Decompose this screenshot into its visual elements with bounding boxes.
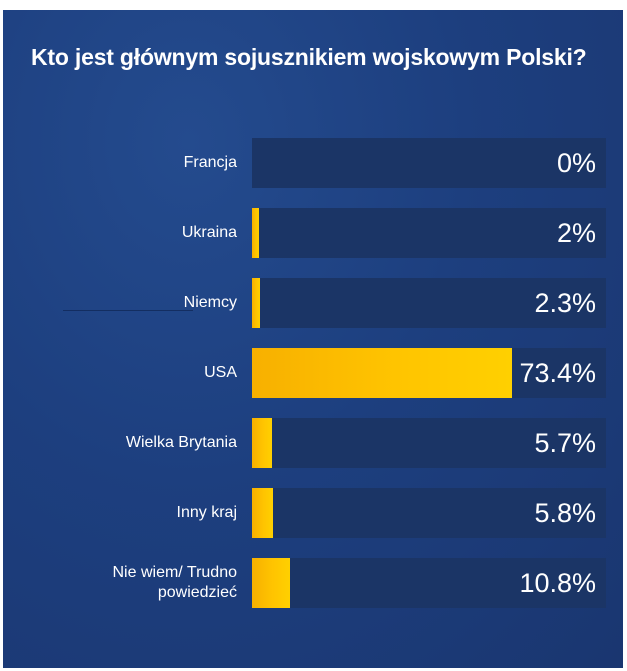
chart-title: Kto jest głównym sojusznikiem wojskowym … xyxy=(31,44,587,70)
bar-row: Niemcy 2.3% xyxy=(3,278,623,328)
category-label: Nie wiem/ Trudno powiedzieć xyxy=(112,564,238,601)
bar-row: USA 73.4% xyxy=(3,348,623,398)
bar-track: 73.4% xyxy=(252,348,606,398)
category-label: USA xyxy=(204,364,237,381)
bar xyxy=(252,488,273,538)
bar-row: Wielka Brytania 5.7% xyxy=(3,418,623,468)
bar-track: 5.7% xyxy=(252,418,606,468)
bar-row: Inny kraj 5.8% xyxy=(3,488,623,538)
bar xyxy=(252,418,273,468)
bar xyxy=(252,558,291,608)
data-label: 73.4% xyxy=(519,357,596,388)
poll-chart: Kto jest głównym sojusznikiem wojskowym … xyxy=(3,10,623,668)
bar xyxy=(252,278,261,328)
data-label: 5.7% xyxy=(534,427,596,458)
data-label: 2.3% xyxy=(534,287,596,318)
bar-track: 2% xyxy=(252,208,606,258)
data-label: 0% xyxy=(556,147,596,178)
bar xyxy=(252,348,512,398)
data-label: 10.8% xyxy=(519,567,596,598)
category-label: Ukraina xyxy=(181,224,237,241)
data-label: 5.8% xyxy=(534,497,596,528)
category-label: Francja xyxy=(183,154,237,171)
bar-track: 0% xyxy=(252,138,606,188)
bar-track: 2.3% xyxy=(252,278,606,328)
bar-row: Ukraina 2% xyxy=(3,208,623,258)
decorative-line xyxy=(63,310,193,311)
data-label: 2% xyxy=(556,217,596,248)
bar xyxy=(252,208,260,258)
category-label: Inny kraj xyxy=(176,504,237,521)
category-label: Niemcy xyxy=(183,294,237,311)
bar-track: 10.8% xyxy=(252,558,606,608)
bar-row: Nie wiem/ Trudno powiedzieć 10.8% xyxy=(3,558,623,608)
category-label: Wielka Brytania xyxy=(125,434,237,451)
bar-row: Francja 0% xyxy=(3,138,623,188)
bar-track: 5.8% xyxy=(252,488,606,538)
